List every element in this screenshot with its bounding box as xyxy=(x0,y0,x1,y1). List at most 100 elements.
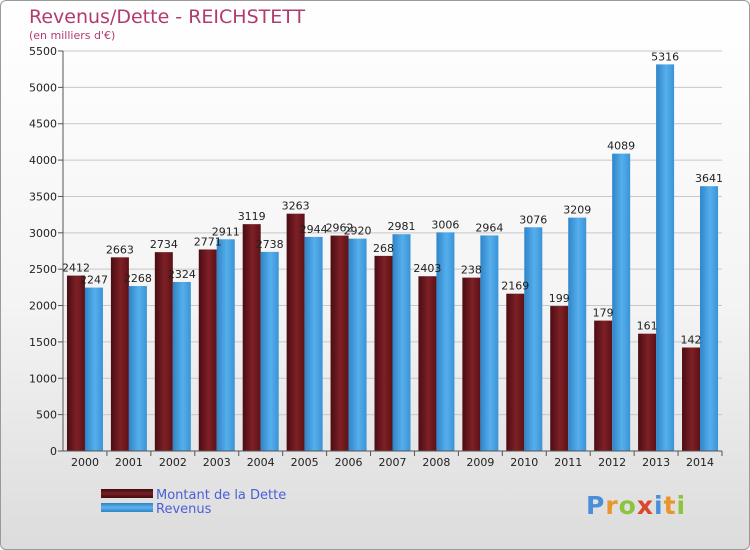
x-tick-label: 2002 xyxy=(159,456,187,469)
bar-revenus xyxy=(568,217,587,451)
value-label-revenus: 2738 xyxy=(256,238,284,251)
y-tick-label: 5500 xyxy=(29,45,57,58)
bar-dette xyxy=(594,320,613,451)
y-tick-label: 2000 xyxy=(29,300,57,313)
bar-dette xyxy=(374,255,393,451)
value-label-revenus: 3006 xyxy=(431,218,459,231)
x-tick-label: 2001 xyxy=(115,456,143,469)
bar-dette xyxy=(418,276,437,451)
value-label-dette: 142 xyxy=(681,334,702,347)
bar-dette xyxy=(462,277,481,451)
y-tick-label: 4500 xyxy=(29,118,57,131)
y-tick-label: 4000 xyxy=(29,154,57,167)
x-tick-label: 2012 xyxy=(598,456,626,469)
x-tick-label: 2000 xyxy=(71,456,99,469)
value-label-dette: 2403 xyxy=(413,262,441,275)
value-label-revenus: 2268 xyxy=(124,272,152,285)
bar-dette xyxy=(242,224,261,451)
bar-revenus xyxy=(172,281,191,451)
value-label-revenus: 2944 xyxy=(300,223,328,236)
bar-revenus xyxy=(524,227,543,451)
bar-revenus xyxy=(612,153,631,452)
bar-revenus xyxy=(436,232,455,451)
logo-letter: x xyxy=(636,491,654,520)
x-tick-label: 2006 xyxy=(335,456,363,469)
bar-revenus xyxy=(260,251,279,451)
bar-dette xyxy=(330,235,349,451)
bar-dette xyxy=(110,257,129,451)
chart-title: Revenus/Dette - REICHSTETT xyxy=(29,6,306,28)
bar-revenus xyxy=(128,286,147,451)
value-label-revenus: 5316 xyxy=(651,50,679,63)
x-tick-label: 2014 xyxy=(686,456,714,469)
value-label-dette: 3263 xyxy=(282,200,310,213)
value-label-dette: 2663 xyxy=(106,243,134,256)
value-label-revenus: 2324 xyxy=(168,268,196,281)
logo-letter: t xyxy=(663,491,677,520)
bar-dette xyxy=(154,252,173,451)
value-label-dette: 3119 xyxy=(238,210,266,223)
x-tick-label: 2013 xyxy=(642,456,670,469)
value-label-revenus: 2964 xyxy=(475,221,503,234)
value-label-dette: 268 xyxy=(373,242,394,255)
x-tick-label: 2010 xyxy=(510,456,538,469)
value-label-dette: 2169 xyxy=(501,280,529,293)
bar-dette xyxy=(198,249,217,451)
value-label-dette: 2412 xyxy=(62,262,90,275)
logo-letter: o xyxy=(618,491,637,520)
legend-label-dette: Montant de la Dette xyxy=(156,488,287,503)
bar-dette xyxy=(682,347,701,451)
x-tick-label: 2003 xyxy=(203,456,231,469)
bar-dette xyxy=(66,275,85,451)
value-label-dette: 238 xyxy=(461,264,482,277)
y-tick-label: 1500 xyxy=(29,336,57,349)
bar-revenus xyxy=(348,238,367,451)
logo-letter: i xyxy=(654,491,664,520)
value-label-revenus: 4089 xyxy=(607,140,635,153)
value-label-dette: 2962 xyxy=(326,222,354,235)
y-tick-label: 3500 xyxy=(29,190,57,203)
y-tick-label: 1000 xyxy=(29,372,57,385)
value-label-revenus: 3209 xyxy=(563,204,591,217)
y-tick-label: 500 xyxy=(36,409,57,422)
bar-revenus xyxy=(84,287,103,451)
x-tick-label: 2007 xyxy=(379,456,407,469)
chart-subtitle: (en milliers d'€) xyxy=(29,29,116,42)
bar-revenus xyxy=(700,186,719,451)
bars xyxy=(66,64,719,452)
y-tick-label: 2500 xyxy=(29,263,57,276)
x-tick-label: 2004 xyxy=(247,456,275,469)
x-tick-label: 2009 xyxy=(466,456,494,469)
y-tick-label: 0 xyxy=(50,445,57,458)
bar-dette xyxy=(286,213,305,451)
logo-letter: i xyxy=(676,491,687,520)
value-label-revenus: 2920 xyxy=(344,225,372,238)
value-label-dette: 199 xyxy=(549,292,570,305)
bar-revenus xyxy=(656,64,675,451)
x-tick-label: 2005 xyxy=(291,456,319,469)
value-label-revenus: 2911 xyxy=(212,225,240,238)
bar-revenus xyxy=(216,239,235,451)
legend-swatch-revenus xyxy=(101,503,153,512)
x-tick-label: 2008 xyxy=(422,456,450,469)
value-label-dette: 2734 xyxy=(150,238,178,251)
value-label-revenus: 3641 xyxy=(695,172,723,185)
value-label-revenus: 2247 xyxy=(80,274,108,287)
y-tick-label: 5000 xyxy=(29,81,57,94)
proxiti-logo: Proxiti xyxy=(586,491,686,520)
y-axis-ticks: 0 500 1000 1500 2000 2500 3000 3500 4000 4500 5000… xyxy=(29,45,63,458)
legend-swatch-dette xyxy=(101,489,153,498)
logo-letter: r xyxy=(605,491,619,520)
bar-revenus xyxy=(480,235,499,451)
value-label-revenus: 3076 xyxy=(519,213,547,226)
legend-label-revenus: Revenus xyxy=(156,502,212,517)
y-tick-label: 3000 xyxy=(29,227,57,240)
x-axis-ticks: 2000 2001 2002 2003 2004 2005 2006 2007 2008 2009… xyxy=(71,451,723,469)
bar-dette xyxy=(638,333,657,451)
bar-revenus xyxy=(392,234,411,451)
bar-revenus xyxy=(304,236,323,451)
value-label-dette: 161 xyxy=(637,320,658,333)
bar-dette xyxy=(506,293,525,451)
